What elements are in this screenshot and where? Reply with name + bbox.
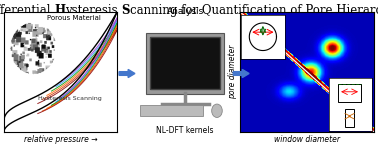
FancyBboxPatch shape [338,84,361,102]
X-axis label: window diameter: window diameter [274,135,340,144]
Y-axis label: quantity adsorbed: quantity adsorbed [0,37,1,107]
Text: S: S [122,4,130,17]
Text: Hysteresis Scanning: Hysteresis Scanning [38,96,102,101]
FancyArrow shape [119,70,135,78]
Text: Porous Material: Porous Material [47,15,101,21]
FancyBboxPatch shape [345,109,354,127]
FancyBboxPatch shape [150,37,220,89]
FancyBboxPatch shape [146,33,225,94]
Text: H: H [54,4,65,17]
FancyArrow shape [233,70,249,78]
Text: Analysis: Analysis [167,7,204,16]
Ellipse shape [212,104,222,117]
Text: ifferential: ifferential [0,4,54,17]
X-axis label: relative pressure →: relative pressure → [24,135,97,144]
FancyBboxPatch shape [140,105,203,116]
Text: ysteresis: ysteresis [65,4,122,17]
Text: canning for Quantification of Pore Hierarchy: canning for Quantification of Pore Hiera… [130,4,378,17]
Y-axis label: pore diameter: pore diameter [228,45,237,99]
Text: NL-DFT kernels: NL-DFT kernels [156,126,214,135]
